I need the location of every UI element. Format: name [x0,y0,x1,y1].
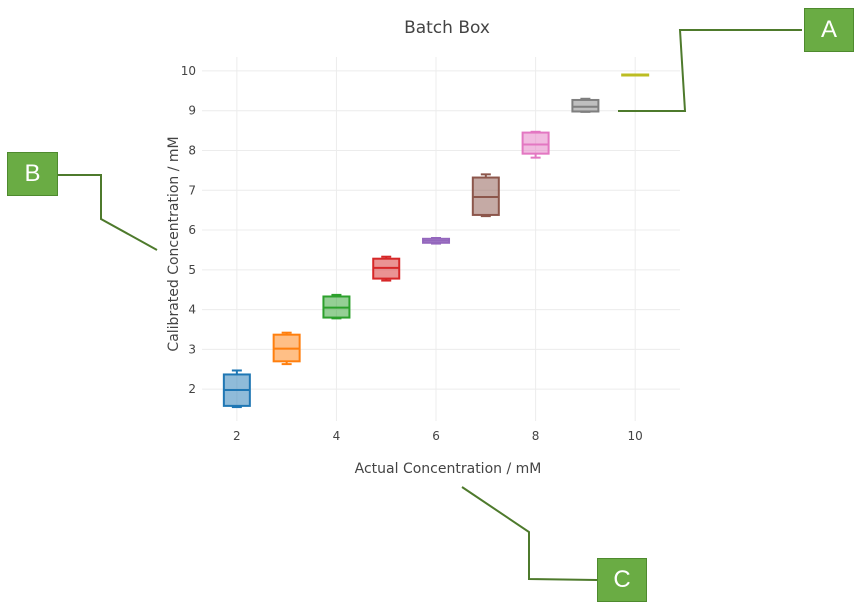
callout-label-c: C [597,558,647,602]
box-x-2 [222,369,251,409]
y-tick-label: 8 [188,143,196,157]
box-iqr [521,131,550,155]
box-x-4 [322,293,351,320]
y-tick-label: 4 [188,303,196,317]
x-tick-label: 2 [233,429,241,443]
box-series [222,73,650,409]
x-axis-title: Actual Concentration / mM [355,461,542,477]
y-axis-title: Calibrated Concentration / mM [166,136,182,351]
box-x-3 [272,331,301,366]
y-tick-label: 7 [188,183,196,197]
y-tick-labels: 2 3 4 5 6 7 8 9 10 [181,64,196,396]
y-tick-label: 3 [188,342,196,356]
callout-label-a: A [804,8,854,52]
y-tick-label: 6 [188,223,196,237]
box-x-8 [521,130,550,159]
x-tick-label: 10 [628,429,643,443]
callout-label-b: B [7,152,58,196]
chart-title: Batch Box [404,18,490,38]
y-tick-label: 9 [188,104,196,118]
x-tick-label: 6 [432,429,440,443]
box-x-10 [621,73,650,77]
x-tick-label: 4 [333,429,341,443]
box-x-9 [571,97,600,113]
y-tick-label: 10 [181,64,196,78]
callout-lines [58,29,802,581]
callout-line-a [618,29,802,112]
x-tick-label: 8 [532,429,540,443]
callout-line-b [58,174,158,251]
box-x-6 [422,237,451,245]
box-x-5 [372,255,401,282]
x-tick-labels: 2 4 6 8 10 [233,429,643,443]
box-x-7 [471,173,500,218]
callout-line-c [461,486,598,581]
y-tick-label: 5 [188,263,196,277]
y-tick-label: 2 [188,382,196,396]
grid [202,57,680,421]
